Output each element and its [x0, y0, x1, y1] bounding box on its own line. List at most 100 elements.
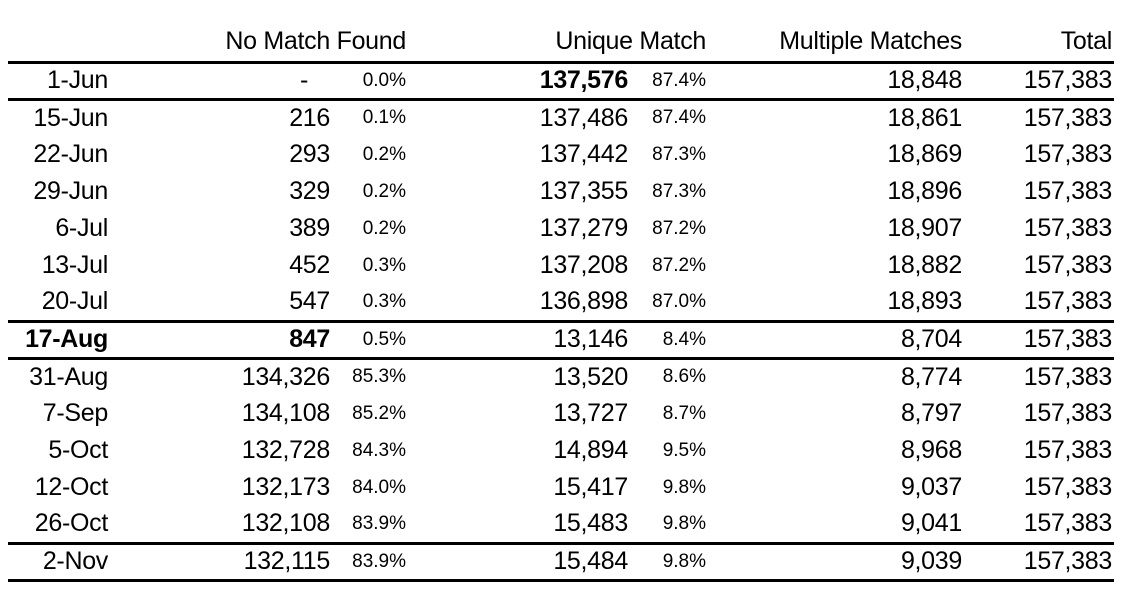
- cell-date: 29-Jun: [33, 177, 108, 205]
- table-row: 7-Sep 134,108 85.2% 13,727 8.7% 8,797 15…: [8, 395, 1114, 432]
- cell-no-match-pct: 0.2%: [362, 143, 406, 165]
- table-row: 20-Jul 547 0.3% 136,898 87.0% 18,893 157…: [8, 284, 1114, 323]
- cell-no-match-count: 847: [110, 321, 332, 360]
- cell-multiple-count: 8,968: [900, 436, 962, 464]
- cell-total: 157,383: [964, 543, 1114, 582]
- cell-unique-pct: 87.4%: [652, 107, 706, 129]
- cell-date: 20-Jul: [8, 284, 110, 323]
- cell-multiple-count: 18,869: [887, 140, 962, 168]
- cell-no-match-pct: 0.3%: [332, 284, 408, 323]
- cell-no-match-count: 134,108: [241, 399, 331, 427]
- header-date: [8, 23, 110, 64]
- cell-unique-pct: 9.8%: [630, 506, 708, 545]
- cell-multiple-count: 18,861: [887, 103, 962, 132]
- cell-unique-pct: 87.4%: [630, 62, 708, 101]
- cell-total: 157,383: [1023, 362, 1113, 391]
- table-row: 31-Aug 134,326 85.3% 13,520 8.6% 8,774 1…: [8, 358, 1114, 395]
- cell-unique-count: 136,898: [408, 284, 630, 323]
- cell-multiple-count: 8,774: [900, 362, 962, 391]
- cell-no-match-count: 132,728: [241, 436, 331, 464]
- cell-multiple-count: 9,039: [708, 543, 964, 582]
- cell-unique-pct: 9.8%: [630, 543, 708, 582]
- cell-date: 13-Jul: [41, 251, 109, 279]
- header-no-match-found: No Match Found: [110, 23, 408, 64]
- cell-unique-count: 13,727: [553, 399, 628, 427]
- cell-unique-count: 137,279: [539, 214, 629, 242]
- cell-multiple-count: 18,848: [708, 62, 964, 101]
- table-row: 5-Oct 132,728 84.3% 14,894 9.5% 8,968 15…: [8, 432, 1114, 469]
- cell-unique-pct: 8.7%: [662, 402, 706, 424]
- cell-no-match-count: 329: [289, 177, 330, 205]
- cell-no-match-count: 134,326: [241, 362, 331, 391]
- cell-total: 157,383: [1023, 103, 1113, 132]
- cell-date: 12-Oct: [34, 473, 109, 501]
- table-row: 12-Oct 132,173 84.0% 15,417 9.8% 9,037 1…: [8, 469, 1114, 506]
- cell-total: 157,383: [1023, 177, 1113, 205]
- cell-unique-pct: 8.4%: [630, 321, 708, 360]
- header-row: No Match Found Unique Match Multiple Mat…: [8, 23, 1114, 64]
- cell-total: 157,383: [964, 284, 1114, 323]
- cell-no-match-count: 389: [289, 214, 330, 242]
- cell-no-match-pct: 0.2%: [362, 180, 406, 202]
- cell-total: 157,383: [1023, 473, 1113, 501]
- cell-no-match-pct: 84.0%: [352, 476, 406, 498]
- cell-unique-count: 15,484: [408, 543, 630, 582]
- cell-unique-count: 15,483: [408, 506, 630, 545]
- cell-no-match-count: 132,115: [110, 543, 332, 582]
- header-unique-match: Unique Match: [408, 23, 708, 64]
- header-total: Total: [964, 23, 1114, 64]
- cell-multiple-count: 9,041: [708, 506, 964, 545]
- header-multiple-matches: Multiple Matches: [708, 23, 964, 64]
- cell-unique-count: 137,208: [539, 251, 629, 279]
- cell-no-match-count: 452: [289, 251, 330, 279]
- cell-unique-pct: 9.8%: [662, 476, 706, 498]
- cell-unique-pct: 87.3%: [652, 143, 706, 165]
- cell-total: 157,383: [1023, 214, 1113, 242]
- cell-unique-pct: 87.0%: [630, 284, 708, 323]
- table-row: 29-Jun 329 0.2% 137,355 87.3% 18,896 157…: [8, 173, 1114, 210]
- cell-date: 2-Nov: [8, 543, 110, 582]
- cell-total: 157,383: [1023, 436, 1113, 464]
- cell-no-match-pct: 84.3%: [352, 439, 406, 461]
- cell-no-match-pct: 0.5%: [332, 321, 408, 360]
- cell-no-match-pct: 83.9%: [332, 543, 408, 582]
- cell-no-match-count: 547: [110, 284, 332, 323]
- cell-unique-count: 14,894: [553, 436, 628, 464]
- cell-date: 22-Jun: [33, 140, 108, 168]
- cell-unique-pct: 87.2%: [652, 217, 706, 239]
- cell-date: 31-Aug: [29, 362, 108, 391]
- table-row: 17-Aug 847 0.5% 13,146 8.4% 8,704 157,38…: [8, 321, 1114, 360]
- cell-no-match-count: -: [110, 62, 332, 101]
- cell-total: 157,383: [964, 321, 1114, 360]
- cell-multiple-count: 8,797: [900, 399, 962, 427]
- cell-unique-count: 137,486: [539, 103, 629, 132]
- cell-no-match-count: 293: [289, 140, 330, 168]
- cell-unique-pct: 8.6%: [662, 366, 706, 388]
- cell-date: 17-Aug: [8, 321, 110, 360]
- cell-unique-pct: 87.3%: [652, 180, 706, 202]
- table-row: 15-Jun 216 0.1% 137,486 87.4% 18,861 157…: [8, 99, 1114, 136]
- cell-unique-count: 13,520: [553, 362, 628, 391]
- cell-date: 15-Jun: [33, 103, 108, 132]
- cell-total: 157,383: [1023, 251, 1113, 279]
- cell-multiple-count: 18,907: [887, 214, 962, 242]
- cell-multiple-count: 18,882: [887, 251, 962, 279]
- cell-no-match-pct: 83.9%: [332, 506, 408, 545]
- table-row: 2-Nov 132,115 83.9% 15,484 9.8% 9,039 15…: [8, 543, 1114, 582]
- match-results-table: No Match Found Unique Match Multiple Mat…: [8, 23, 1114, 582]
- cell-multiple-count: 18,893: [708, 284, 964, 323]
- table-row: 22-Jun 293 0.2% 137,442 87.3% 18,869 157…: [8, 136, 1114, 173]
- cell-date: 26-Oct: [8, 506, 110, 545]
- cell-multiple-count: 9,037: [900, 473, 962, 501]
- cell-date: 5-Oct: [48, 436, 108, 464]
- cell-date: 7-Sep: [42, 399, 109, 427]
- cell-total: 157,383: [1023, 399, 1113, 427]
- cell-multiple-count: 8,704: [708, 321, 964, 360]
- cell-no-match-pct: 0.3%: [362, 254, 406, 276]
- table-row: 1-Jun - 0.0% 137,576 87.4% 18,848 157,38…: [8, 62, 1114, 101]
- cell-no-match-pct: 0.2%: [362, 217, 406, 239]
- cell-date: 1-Jun: [8, 62, 110, 101]
- cell-date: 6-Jul: [55, 214, 108, 242]
- cell-unique-count: 137,355: [539, 177, 629, 205]
